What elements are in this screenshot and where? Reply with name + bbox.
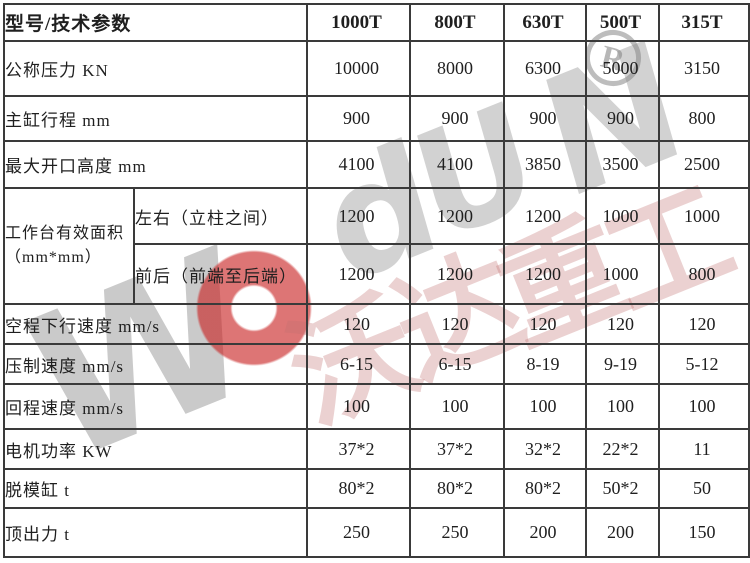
table-row: 主缸行程 mm 900 900 900 900 800	[3, 95, 750, 142]
model-header-800t: 800T	[409, 3, 505, 42]
cell-value: 9-19	[585, 343, 660, 385]
cell-value: 800	[658, 243, 750, 305]
row-label: 主缸行程 mm	[3, 95, 308, 142]
row-sub-label: 前后（前端至后端）	[133, 243, 308, 305]
cell-value: 22*2	[585, 428, 660, 470]
cell-value: 1200	[503, 243, 587, 305]
model-header-630t: 630T	[503, 3, 587, 42]
cell-value: 100	[585, 383, 660, 430]
table-row: 回程速度 mm/s 100 100 100 100 100	[3, 383, 750, 430]
table-row: 顶出力 t 250 250 200 200 150	[3, 507, 750, 558]
cell-value: 5-12	[658, 343, 750, 385]
cell-value: 150	[658, 507, 750, 558]
cell-value: 4100	[409, 140, 505, 189]
cell-value: 250	[306, 507, 411, 558]
row-label: 顶出力 t	[3, 507, 308, 558]
row-sub-label: 左右（立柱之间）	[133, 187, 308, 245]
cell-value: 120	[306, 303, 411, 345]
cell-value: 3150	[658, 40, 750, 97]
cell-value: 120	[585, 303, 660, 345]
cell-value: 800	[658, 95, 750, 142]
spec-table: 型号/技术参数 1000T 800T 630T 500T 315T 公称压力 K…	[3, 3, 750, 558]
cell-value: 80*2	[306, 468, 411, 509]
cell-value: 8-19	[503, 343, 587, 385]
cell-value: 5000	[585, 40, 660, 97]
cell-value: 900	[503, 95, 587, 142]
table-row: 前后（前端至后端） 1200 1200 1200 1000 800	[4, 243, 750, 305]
cell-value: 4100	[306, 140, 411, 189]
cell-value: 6-15	[409, 343, 505, 385]
cell-value: 900	[306, 95, 411, 142]
cell-value: 1200	[409, 243, 505, 305]
worktable-group-label: 工作台有效面积（mm*mm）	[3, 187, 135, 305]
cell-value: 6-15	[306, 343, 411, 385]
table-row: 压制速度 mm/s 6-15 6-15 8-19 9-19 5-12	[3, 343, 750, 385]
cell-value: 37*2	[306, 428, 411, 470]
cell-value: 50*2	[585, 468, 660, 509]
model-header-500t: 500T	[585, 3, 660, 42]
row-label: 最大开口高度 mm	[3, 140, 308, 189]
row-label: 公称压力 KN	[3, 40, 308, 97]
cell-value: 900	[409, 95, 505, 142]
cell-value: 32*2	[503, 428, 587, 470]
cell-value: 1200	[503, 187, 587, 245]
cell-value: 200	[503, 507, 587, 558]
table-row: 脱模缸 t 80*2 80*2 80*2 50*2 50	[3, 468, 750, 509]
table-row: 最大开口高度 mm 4100 4100 3850 3500 2500	[3, 140, 750, 189]
cell-value: 3500	[585, 140, 660, 189]
row-label: 空程下行速度 mm/s	[3, 303, 308, 345]
cell-value: 100	[658, 383, 750, 430]
cell-value: 1000	[585, 243, 660, 305]
cell-value: 8000	[409, 40, 505, 97]
cell-value: 2500	[658, 140, 750, 189]
cell-value: 1200	[306, 243, 411, 305]
cell-value: 100	[503, 383, 587, 430]
table-row: 空程下行速度 mm/s 120 120 120 120 120	[3, 303, 750, 345]
cell-value: 80*2	[503, 468, 587, 509]
cell-value: 10000	[306, 40, 411, 97]
cell-value: 120	[658, 303, 750, 345]
model-header-1000t: 1000T	[306, 3, 411, 42]
cell-value: 1200	[409, 187, 505, 245]
cell-value: 120	[503, 303, 587, 345]
cell-value: 1000	[658, 187, 750, 245]
table-row: 公称压力 KN 10000 8000 6300 5000 3150	[3, 40, 750, 97]
row-label: 脱模缸 t	[3, 468, 308, 509]
cell-value: 250	[409, 507, 505, 558]
cell-value: 100	[306, 383, 411, 430]
cell-value: 11	[658, 428, 750, 470]
cell-value: 1000	[585, 187, 660, 245]
cell-value: 900	[585, 95, 660, 142]
cell-value: 50	[658, 468, 750, 509]
cell-value: 120	[409, 303, 505, 345]
table-row: 工作台有效面积（mm*mm） 左右（立柱之间） 1200 1200 1200 1…	[3, 187, 750, 305]
table-header-row: 型号/技术参数 1000T 800T 630T 500T 315T	[3, 3, 750, 42]
cell-value: 37*2	[409, 428, 505, 470]
model-header-315t: 315T	[658, 3, 750, 42]
cell-value: 3850	[503, 140, 587, 189]
param-header-cell: 型号/技术参数	[3, 3, 308, 42]
row-label: 压制速度 mm/s	[3, 343, 308, 385]
table-row: 电机功率 KW 37*2 37*2 32*2 22*2 11	[3, 428, 750, 470]
cell-value: 100	[409, 383, 505, 430]
cell-value: 6300	[503, 40, 587, 97]
row-label: 电机功率 KW	[3, 428, 308, 470]
cell-value: 80*2	[409, 468, 505, 509]
row-label: 回程速度 mm/s	[3, 383, 308, 430]
cell-value: 1200	[306, 187, 411, 245]
cell-value: 200	[585, 507, 660, 558]
